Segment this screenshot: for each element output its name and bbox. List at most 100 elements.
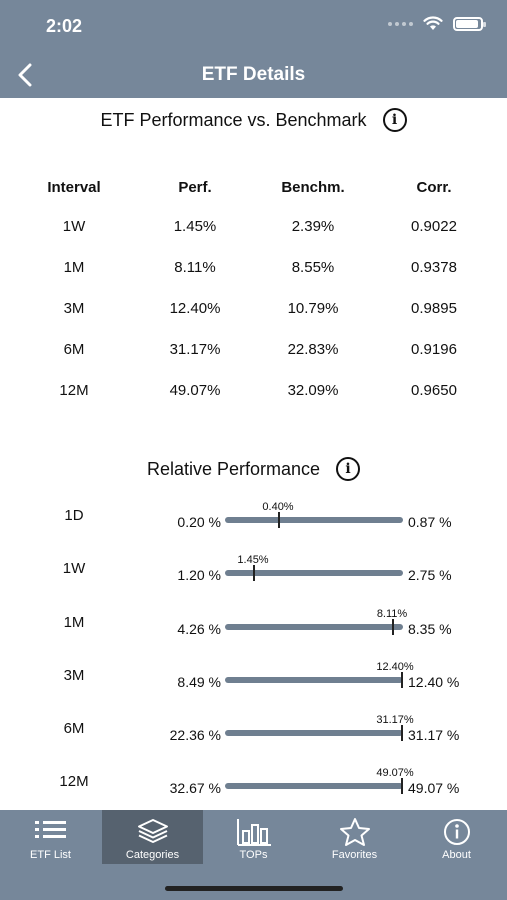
cell-bench: 32.09% (287, 382, 339, 399)
range-marker (401, 778, 403, 795)
cellular-signal-icon (388, 21, 413, 26)
cell-perf: 8.11% (174, 259, 216, 276)
tab-label: ETF List (30, 849, 71, 861)
range-min: 22.36 % (169, 727, 221, 744)
range-value: 1.45% (237, 554, 269, 567)
range-value: 12.40% (376, 660, 414, 673)
range-marker (401, 671, 403, 688)
relative-interval: 3M (63, 666, 85, 684)
range-value: 31.17% (376, 714, 414, 727)
range-bar: 49.07% (225, 767, 414, 795)
performance-table: Interval Perf. Benchm. Corr. 1W 1.45% 2.… (0, 168, 507, 411)
range-max: 8.35 % (408, 620, 452, 637)
range-min: 1.20 % (177, 567, 221, 584)
info-icon (443, 819, 470, 845)
relative-interval: 1W (62, 560, 86, 578)
cell-perf: 1.45% (173, 218, 217, 235)
range-bar: 0.40% (225, 501, 403, 528)
cell-corr: 0.9895 (411, 300, 457, 317)
cell-corr: 0.9378 (411, 259, 457, 276)
table-row: 12M 49.07% 32.09% 0.9650 (0, 370, 507, 411)
header-perf: Perf. (178, 178, 212, 196)
tab-about[interactable]: About (406, 810, 507, 864)
range-max: 12.40 % (408, 673, 460, 690)
range-min: 0.20 % (177, 514, 221, 530)
table-row: 1M 8.11% 8.55% 0.9378 (0, 247, 507, 288)
range-value: 0.40% (262, 501, 294, 513)
header-corr: Corr. (416, 178, 452, 196)
tab-label: TOPs (239, 849, 268, 861)
table-header-row: Interval Perf. Benchm. Corr. (0, 168, 507, 206)
status-time: 2:02 (46, 16, 83, 36)
cell-bench: 8.55% (291, 259, 335, 276)
table-row: 1W 1.45% 2.39% 0.9022 (0, 206, 507, 247)
table-row: 3M 12.40% 10.79% 0.9895 (0, 288, 507, 329)
range-bar: 12.40% (225, 661, 414, 688)
page-title: ETF Details (201, 64, 306, 85)
bar-chart-icon (236, 819, 271, 846)
cell-interval: 6M (63, 341, 85, 358)
cell-perf: 12.40% (169, 300, 221, 317)
cell-interval: 3M (63, 300, 85, 317)
range-min: 8.49 % (177, 673, 221, 690)
cell-bench: 22.83% (287, 341, 339, 358)
header-bench: Benchm. (281, 178, 345, 196)
range-value: 8.11% (376, 607, 408, 620)
home-indicator (165, 886, 343, 891)
cell-corr: 0.9196 (411, 341, 457, 358)
tab-label: About (442, 849, 471, 861)
relative-row: 3M 8.49 % 12.40% 12.40 % (0, 655, 507, 708)
range-min: 4.26 % (177, 620, 221, 637)
performance-section-title: ETF Performance vs. Benchmark i (0, 108, 507, 132)
battery-icon (453, 16, 486, 31)
list-icon (34, 821, 66, 838)
tab-etf-list[interactable]: ETF List (0, 810, 101, 864)
cell-perf: 49.07% (169, 382, 221, 399)
range-max: 31.17 % (408, 727, 460, 744)
chevron-left-icon (18, 63, 32, 87)
performance-info-icon[interactable]: i (382, 108, 407, 132)
relative-interval: 1D (64, 507, 84, 524)
relative-performance-list: 1D 0.20 % 0.40% 0.87 % 1W 1.20 % 1.45% 2… (0, 495, 507, 815)
cell-bench: 2.39% (291, 218, 335, 235)
back-button[interactable] (8, 58, 42, 92)
star-icon (339, 818, 370, 846)
range-marker (278, 512, 280, 528)
table-row: 6M 31.17% 22.83% 0.9196 (0, 329, 507, 370)
range-bar: 31.17% (225, 714, 414, 742)
range-bar: 1.45% (225, 554, 403, 582)
tab-tops[interactable]: TOPs (203, 810, 304, 864)
cell-interval: 1M (63, 259, 85, 276)
relative-interval: 1M (63, 613, 85, 631)
header: 2:02 ETF Details (0, 0, 507, 98)
status-icons (388, 16, 486, 31)
relative-row: 1W 1.20 % 1.45% 2.75 % (0, 548, 507, 601)
relative-interval: 6M (63, 720, 85, 738)
cell-corr: 0.9650 (411, 382, 457, 399)
relative-title: Relative Performance (146, 458, 321, 479)
performance-title: ETF Performance vs. Benchmark (100, 109, 367, 130)
range-marker (253, 565, 255, 582)
relative-row: 1M 4.26 % 8.11% 8.35 % (0, 602, 507, 655)
cell-interval: 12M (59, 382, 89, 399)
range-min: 32.67 % (169, 780, 221, 797)
range-marker (401, 725, 403, 742)
relative-row: 1D 0.20 % 0.40% 0.87 % (0, 495, 507, 548)
header-interval: Interval (47, 178, 101, 196)
tab-categories[interactable]: Categories (102, 810, 203, 864)
relative-section-title: Relative Performance i (0, 457, 507, 481)
range-max: 0.87 % (408, 514, 452, 530)
tab-bar: ETF List Categories TOPs Favorites A (0, 810, 507, 900)
cell-bench: 10.79% (287, 300, 339, 317)
cell-interval: 1W (62, 218, 86, 235)
tab-label: Favorites (331, 849, 378, 861)
tab-label: Categories (125, 849, 180, 861)
relative-info-icon[interactable]: i (336, 457, 361, 481)
tab-favorites[interactable]: Favorites (304, 810, 405, 864)
wifi-icon (423, 16, 443, 30)
relative-row: 6M 22.36 % 31.17% 31.17 % (0, 708, 507, 761)
relative-interval: 12M (59, 773, 89, 791)
range-max: 2.75 % (408, 567, 452, 584)
relative-row: 12M 32.67 % 49.07% 49.07 % (0, 761, 507, 814)
range-value: 49.07% (376, 767, 414, 780)
